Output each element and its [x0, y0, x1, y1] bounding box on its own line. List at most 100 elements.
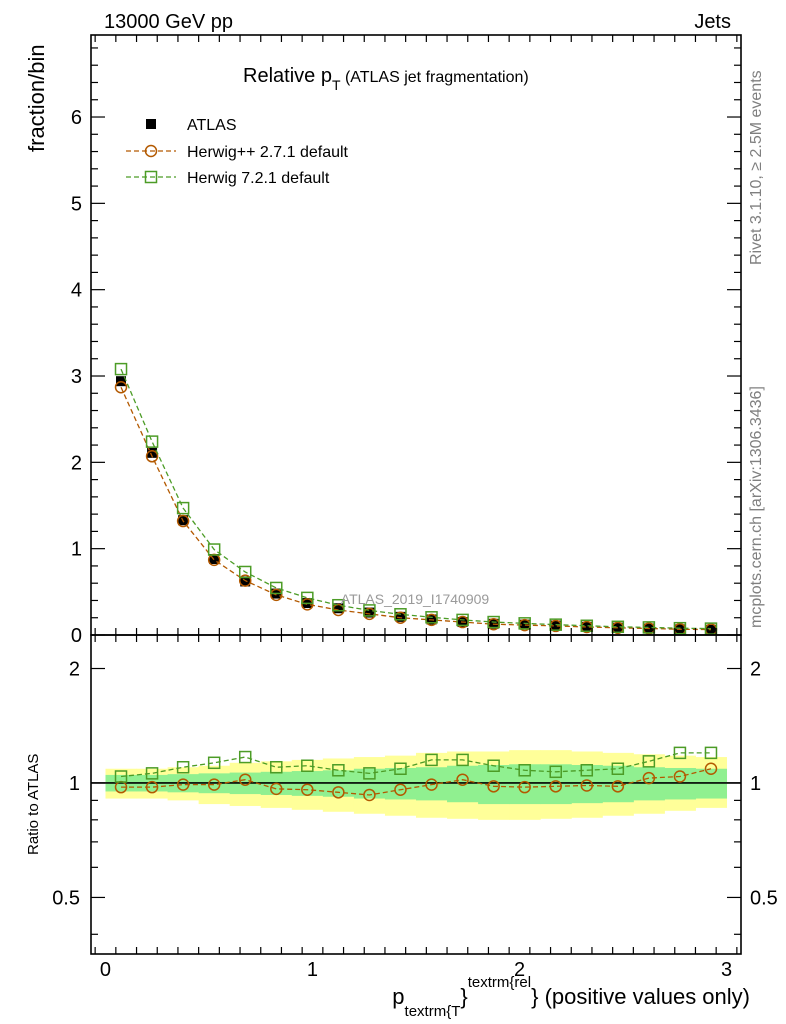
ratio-point-herwig-2-7-1-default — [673, 770, 687, 783]
point-herwig-7-2-1-default — [363, 604, 376, 617]
ratio-point-herwig-2-7-1-default — [332, 786, 345, 799]
ratio-band-inner-bin — [571, 765, 603, 804]
ratio-point-herwig-7-2-1-default — [642, 755, 656, 768]
ratio-point-herwig-7-2-1-default — [394, 762, 407, 775]
ratio-panel-series — [114, 746, 718, 802]
y-tick-label: 6 — [71, 107, 82, 129]
y-tick-label: 4 — [71, 280, 82, 302]
ratio-point-herwig-2-7-1-default — [145, 780, 159, 794]
x-label-brace2: } — [531, 984, 538, 1009]
ratio-point-herwig-7-2-1-default — [114, 770, 128, 783]
plot-title: Relative pT (ATLAS jet fragmentation) — [243, 65, 529, 93]
x-tick-label: 0 — [100, 959, 111, 981]
ratio-point-herwig-7-2-1-default — [456, 753, 469, 767]
point-herwig-7-2-1-default — [270, 581, 283, 595]
ratio-y-axis-label: Ratio to ATLAS — [25, 754, 42, 855]
ratio-point-herwig-7-2-1-default — [611, 762, 625, 775]
ratio-point-herwig-7-2-1-default — [238, 750, 252, 764]
point-atlas — [364, 607, 375, 618]
point-atlas — [581, 621, 592, 632]
point-herwig-7-2-1-default — [176, 501, 190, 515]
point-atlas — [333, 603, 344, 614]
ratio-point-herwig-7-2-1-default — [673, 746, 687, 760]
ratio-point-herwig-2-7-1-default — [487, 780, 500, 793]
plot-title-main: Relative p — [243, 65, 332, 87]
ratio-point-herwig-7-2-1-default — [207, 756, 221, 770]
point-herwig-7-2-1-default — [487, 615, 500, 629]
legend-label: Herwig++ 2.7.1 default — [187, 144, 349, 161]
point-herwig-7-2-1-default — [301, 591, 314, 605]
point-herwig-7-2-1-default — [425, 611, 438, 624]
ratio-panel-frame — [90, 634, 742, 955]
ratio-point-herwig-2-7-1-default — [238, 773, 252, 786]
y-axis-label: fraction/bin — [24, 44, 49, 152]
point-herwig-2-7-1-default — [114, 380, 128, 394]
ratio-point-herwig-2-7-1-default — [394, 783, 407, 796]
rivet-version-text: Rivet 3.1.10, ≥ 2.5M events — [748, 70, 765, 265]
ratio-y-tick-label-right: 2 — [750, 659, 761, 681]
point-herwig-2-7-1-default — [145, 450, 159, 463]
plot-title-sub: T — [332, 77, 341, 93]
ratio-band-inner-bin — [602, 765, 634, 803]
ratio-point-herwig-7-2-1-default — [549, 765, 562, 779]
y-tick-label: 1 — [71, 539, 82, 561]
ratio-y-tick-label: 0.5 — [52, 887, 80, 909]
point-atlas — [147, 447, 158, 458]
point-herwig-7-2-1-default — [642, 621, 656, 634]
ratio-uncertainty-bands — [105, 750, 728, 820]
main-panel-series — [114, 362, 718, 635]
analysis-watermark: ATLAS_2019_I1740909 — [341, 591, 490, 607]
point-herwig-7-2-1-default — [611, 620, 625, 634]
legend: ATLAS Herwig++ 2.7.1 default Herwig 7.2.1 … — [126, 117, 349, 187]
ratio-point-herwig-2-7-1-default — [704, 762, 718, 775]
ratio-point-herwig-2-7-1-default — [425, 778, 438, 791]
point-herwig-7-2-1-default — [549, 618, 562, 631]
ratio-point-herwig-2-7-1-default — [611, 780, 625, 793]
x-axis-label: ptextrm{T}textrm{rel} (positive values o… — [392, 974, 750, 1020]
plot-title-rest: (ATLAS jet fragmentation) — [341, 69, 529, 86]
ratio-point-herwig-2-7-1-default — [549, 780, 562, 793]
legend-label: ATLAS — [187, 117, 237, 134]
point-atlas — [519, 619, 530, 630]
point-atlas — [550, 620, 561, 631]
ratio-point-herwig-2-7-1-default — [456, 773, 469, 786]
point-herwig-7-2-1-default — [580, 619, 594, 633]
point-herwig-7-2-1-default — [332, 598, 345, 612]
ratio-point-herwig-7-2-1-default — [425, 753, 438, 767]
ratio-point-herwig-7-2-1-default — [176, 760, 190, 774]
ratio-point-herwig-2-7-1-default — [207, 778, 221, 791]
axis-ticks: 0 1 2 3 0 1 2 3 4 5 6 0.5 0.5 1 1 2 2 — [52, 35, 778, 981]
ratio-point-herwig-7-2-1-default — [363, 767, 376, 780]
legend-marker — [146, 119, 156, 129]
ratio-point-herwig-7-2-1-default — [270, 760, 283, 774]
ratio-point-herwig-2-7-1-default — [176, 778, 190, 791]
x-label-sub: textrm{T — [405, 1003, 461, 1020]
ratio-y-tick-label: 1 — [69, 773, 80, 795]
ratio-y-tick-label-right: 1 — [750, 773, 761, 795]
point-herwig-7-2-1-default — [394, 608, 407, 621]
legend-marker — [144, 144, 158, 158]
ratio-point-herwig-2-7-1-default — [270, 782, 283, 796]
ratio-point-herwig-2-7-1-default — [363, 788, 376, 802]
y-tick-label: 5 — [71, 193, 82, 215]
ratio-point-herwig-7-2-1-default — [145, 767, 159, 780]
point-atlas — [395, 611, 406, 622]
x-tick-label: 1 — [307, 959, 318, 981]
point-herwig-2-7-1-default — [270, 588, 283, 602]
ratio-y-tick-label: 2 — [69, 659, 80, 681]
x-label-p: p — [392, 984, 404, 1009]
ratio-band-inner-bin — [447, 765, 479, 803]
point-herwig-7-2-1-default — [238, 565, 252, 579]
point-herwig-7-2-1-default — [207, 543, 221, 556]
y-tick-label: 0 — [71, 625, 82, 647]
ratio-point-herwig-7-2-1-default — [487, 759, 500, 772]
y-tick-label: 3 — [71, 366, 82, 388]
ratio-point-herwig-2-7-1-default — [642, 771, 656, 785]
series-line-herwig-7-2-1-default — [120, 368, 711, 630]
ratio-point-herwig-7-2-1-default — [704, 746, 718, 760]
x-tick-label: 2 — [514, 959, 525, 981]
point-herwig-2-7-1-default — [238, 574, 252, 587]
y-tick-label: 2 — [71, 452, 82, 474]
ratio-point-herwig-7-2-1-default — [332, 764, 345, 777]
